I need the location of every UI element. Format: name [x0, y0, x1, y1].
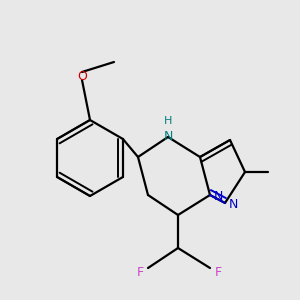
Text: F: F	[136, 266, 144, 280]
Text: O: O	[77, 70, 87, 83]
Text: N: N	[213, 190, 223, 203]
Text: H: H	[164, 116, 172, 126]
Text: F: F	[214, 266, 222, 280]
Text: N: N	[228, 199, 238, 212]
Text: N: N	[163, 130, 173, 143]
